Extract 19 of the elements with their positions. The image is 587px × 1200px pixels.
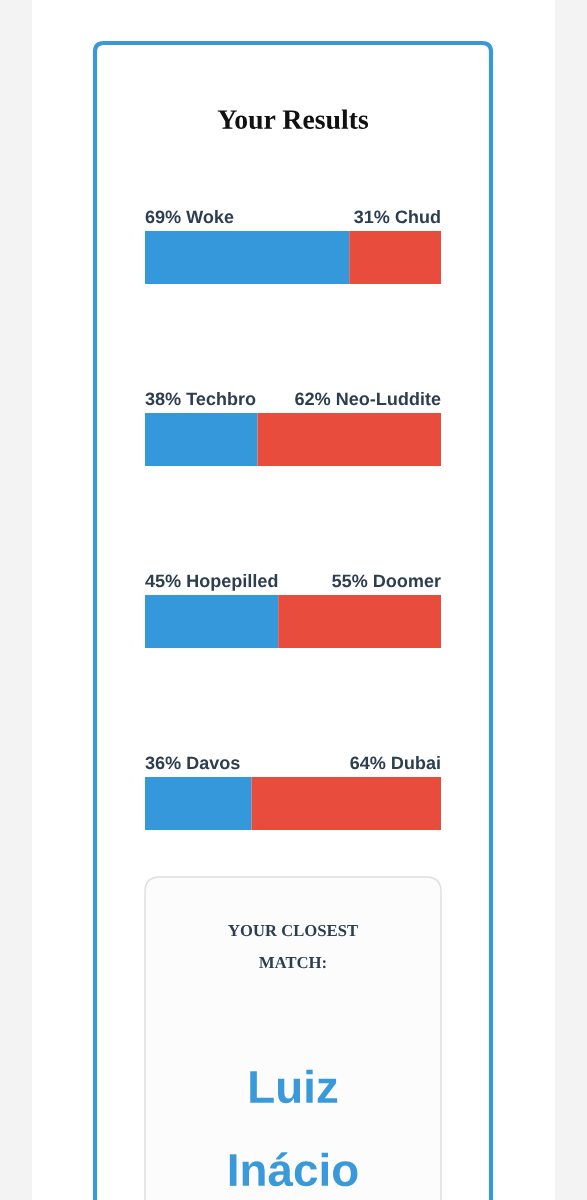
bar [145,231,350,284]
data-label: 36% Davos [145,756,240,770]
data-label: 64% Dubai [350,756,440,770]
bar [251,777,441,830]
bar [145,595,279,648]
data-label: 45% Hopepilled [145,574,278,591]
bar [145,413,258,466]
text: Luiz Inácio [229,1069,358,1187]
data-label: 31% Chud [354,210,440,224]
bar [349,231,441,284]
chart-title: Your Results [217,109,369,130]
bar [145,777,252,830]
bar [257,413,441,466]
data-label: 69% Woke [145,210,234,224]
data-label: 38% Techbro [145,392,256,406]
chart-title: YOUR CLOSEST MATCH: [228,924,358,969]
data-label: 62% Neo-Luddite [295,392,441,406]
bar [278,595,441,648]
data-label: 55% Doomer [332,574,441,588]
